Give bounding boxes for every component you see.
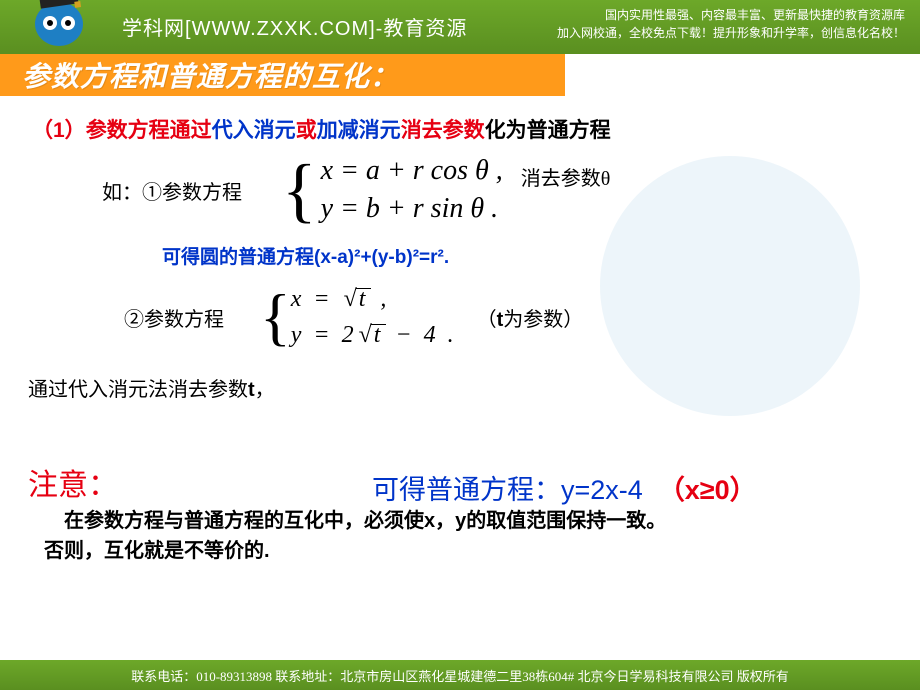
example1-equations: x = a + r cos θ , y = b + r sin θ . [321,152,503,228]
header-desc-line2: 加入网校通，全校免点下载！提升形象和升学率，创信息化名校！ [557,24,905,42]
eliminate-theta: 消去参数θ [521,162,611,191]
circle-equation-result: 可得圆的普通方程(x-a)²+(y-b)²=r². [162,242,892,269]
mascot-icon [35,2,90,54]
example1-label: 如：①参数方程 [102,176,242,205]
example2-label: ②参数方程 [124,303,224,332]
notice-body: 在参数方程与普通方程的互化中，必须使x，y的取值范围保持一致。 否则，互化就是不… [44,506,892,566]
t-parameter-note: （t为参数） [477,303,584,332]
eq-x: x = a + r cos θ , [321,152,503,190]
eq-y: y = b + r sin θ . [321,190,503,228]
brace-icon: { [282,153,317,227]
notice-line2: 否则，互化就是不等价的. [44,536,892,566]
example2-equations: x = t , y = 2t − 4 . [291,281,457,353]
sqrt-icon: t [342,281,372,317]
example2-row: ②参数方程 { x = t , y = 2t − 4 . （t为参数） [32,281,892,353]
page-title: 参数方程和普通方程的互化： [22,55,399,95]
site-prefix: 学科网 [122,18,185,40]
notice-line1: 在参数方程与普通方程的互化中，必须使x，y的取值范围保持一致。 [44,506,892,536]
header-bar: 学科网[WWW.ZXXK.COM]-教育资源 国内实用性最强、内容最丰富、更新最… [0,0,920,54]
title-bar: 参数方程和普通方程的互化： [0,54,565,96]
site-tagline: -教育资源 [376,18,468,40]
eq2-y: y = 2t − 4 . [291,317,457,353]
result-equation: 可得普通方程：y=2x-4 （x≥0） [372,468,757,507]
substitution-note: 通过代入消元法消去参数t， [28,373,892,402]
brace-icon: { [260,284,291,350]
site-name: 学科网[WWW.ZXXK.COM]-教育资源 [122,12,467,41]
site-url: WWW.ZXXK.COM [192,18,370,40]
sqrt-icon: t [357,317,387,353]
content-area: （1）参数方程通过代入消元或加减消元消去参数化为普通方程 如：①参数方程 { x… [0,96,920,576]
header-description: 国内实用性最强、内容最丰富、更新最快捷的教育资源库 加入网校通，全校免点下载！提… [557,6,905,42]
example1-row: 如：①参数方程 { x = a + r cos θ , y = b + r si… [32,152,892,228]
footer-text: 联系电话：010-89313898 联系地址：北京市房山区燕化星城建德二里38栋… [131,666,789,685]
section1-heading: （1）参数方程通过代入消元或加减消元消去参数化为普通方程 [32,114,892,144]
header-desc-line1: 国内实用性最强、内容最丰富、更新最快捷的教育资源库 [557,6,905,24]
eq2-x: x = t , [291,281,457,317]
footer-bar: 联系电话：010-89313898 联系地址：北京市房山区燕化星城建德二里38栋… [0,660,920,690]
domain-condition: （x≥0） [658,475,757,505]
